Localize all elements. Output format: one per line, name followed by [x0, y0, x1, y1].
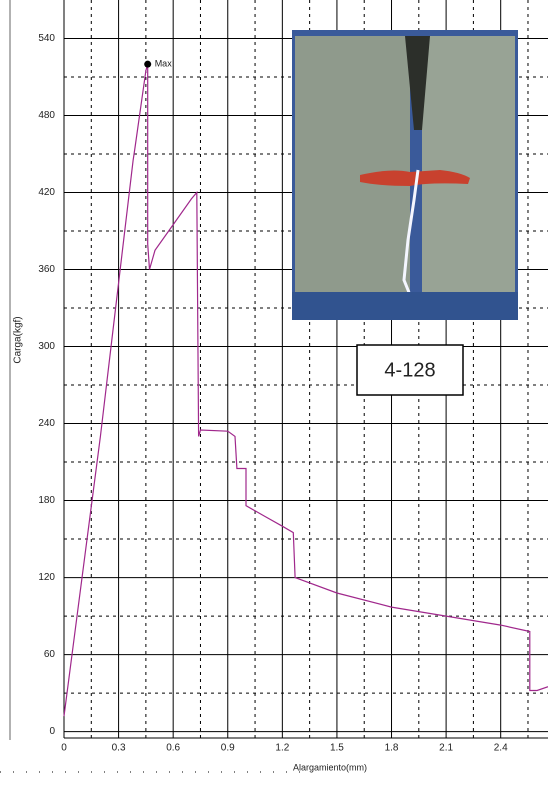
x-axis-label: Alargamiento(mm) — [293, 762, 367, 772]
y-tick-label: 180 — [38, 495, 55, 506]
x-tick-label: 0 — [61, 743, 67, 754]
y-tick-label: 240 — [38, 418, 55, 429]
y-tick-label: 300 — [38, 341, 55, 352]
inset-photo — [292, 30, 518, 320]
annotation: Max — [155, 59, 173, 69]
y-tick-label: 480 — [38, 110, 55, 121]
photo-base — [292, 292, 518, 320]
x-tick-label: 1.8 — [385, 743, 399, 754]
max-marker — [144, 60, 152, 68]
plot: Max — [63, 59, 548, 717]
x-tick-label: 0.3 — [112, 743, 126, 754]
x-tick-label: 2.4 — [494, 743, 508, 754]
photo-mark — [360, 170, 470, 186]
x-tick-label: 0.9 — [221, 743, 235, 754]
x-tick-label: 1.5 — [330, 743, 344, 754]
label-box-text: 4-128 — [384, 359, 435, 381]
photo-notch — [405, 36, 430, 130]
label-box — [356, 344, 464, 396]
y-tick-label: 420 — [38, 187, 55, 198]
y-tick-label: 60 — [44, 649, 56, 660]
x-tick-label: 0.6 — [166, 743, 180, 754]
y-tick-label: 0 — [49, 726, 55, 737]
y-tick-label: 360 — [38, 264, 55, 275]
x-tick-label: 2.1 — [439, 743, 453, 754]
y-tick-label: 120 — [38, 572, 55, 583]
photo-block — [422, 36, 515, 298]
y-axis-label: Carga(kgf) — [13, 316, 24, 363]
y-tick-label: 540 — [38, 33, 55, 44]
x-tick-label: 1.2 — [275, 743, 289, 754]
photo-block — [295, 36, 410, 298]
photo-crack — [402, 169, 420, 296]
